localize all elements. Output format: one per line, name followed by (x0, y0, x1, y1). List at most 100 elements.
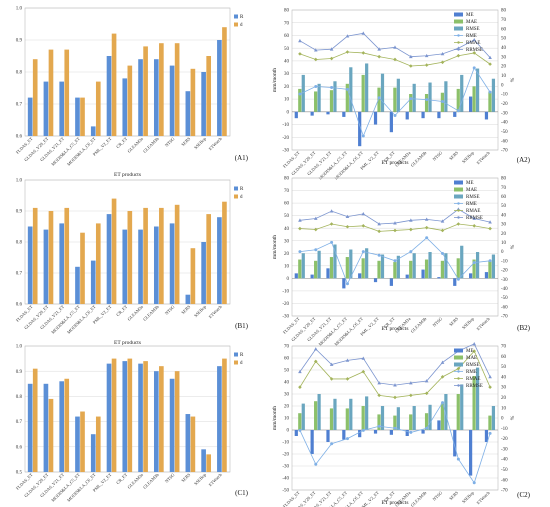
y-right-tick-label: -60 (501, 139, 508, 144)
y-left-tick-label: -10 (282, 123, 289, 128)
x-tick-label: ETWatch (208, 136, 224, 152)
bar-ME (358, 430, 362, 438)
y-right-tick-label: -10 (501, 259, 508, 264)
point-RME (409, 97, 413, 101)
point-RMAE (488, 62, 492, 66)
y-right-tick-label: 50 (501, 365, 507, 370)
y-left-tick-label: 30 (284, 393, 290, 398)
legend-swatch (234, 194, 238, 199)
point-RME (345, 437, 349, 441)
y-right-tick-label: -20 (501, 269, 508, 274)
x-tick-label: GLEAM3b (142, 136, 160, 154)
bar-R (153, 371, 159, 472)
y-right-tick-label: 70 (501, 18, 507, 23)
bar-MAE (440, 403, 445, 430)
bar-ME (389, 430, 393, 435)
y-right-tick-label: 0 (501, 417, 504, 422)
y-right-tick-label: 70 (501, 345, 507, 350)
bar-MAE (488, 415, 492, 430)
point-RRMSE (424, 217, 429, 221)
point-RMAE (440, 375, 445, 379)
point-RMAE (472, 349, 477, 353)
bar-ME (469, 96, 473, 112)
point-RME (314, 462, 318, 466)
y-right-tick-label: 10 (501, 241, 507, 246)
bar-MAE (377, 414, 381, 430)
bar-MAE (472, 376, 476, 430)
x-tick-label: GLEAM3a (126, 136, 144, 154)
y-right-tick-label: -60 (501, 305, 508, 310)
point-RRMSE (472, 37, 477, 42)
x-tick-label: MODIS&LA_C5_ET (50, 304, 81, 335)
legend-marker (457, 384, 460, 387)
bar-d (111, 198, 117, 304)
bar-MAE (314, 401, 318, 430)
bar-MAE (377, 87, 381, 112)
point-RME (377, 96, 381, 100)
y-right-tick-label: 50 (501, 204, 507, 209)
y-left-tick-label: 50 (284, 214, 290, 219)
legend-label: d (240, 195, 243, 200)
x-tick-label: SSEBop (461, 150, 476, 165)
y-tick-label: 0.6 (16, 303, 23, 308)
point-RRMSE (409, 381, 413, 385)
point-RMAE (424, 391, 429, 396)
y-tick-label: 0.9 (16, 39, 23, 44)
y-left-tick-label: -20 (282, 136, 289, 141)
bar-R (217, 366, 222, 472)
point-RRMSE (313, 216, 318, 220)
bar-ME (373, 278, 378, 283)
x-tick-label: GLEAM3b (410, 490, 428, 507)
legend-label: RME (466, 34, 477, 39)
legend-label: ME (466, 13, 474, 18)
bar-MAE (456, 394, 460, 430)
bar-RMSE (444, 394, 448, 430)
legend-marker (457, 41, 460, 44)
y-tick-label: 0.8 (16, 241, 23, 246)
bar-ME (437, 277, 441, 279)
x-tick-label: CR_ET (115, 304, 128, 317)
bar-R (43, 383, 49, 472)
point-RME (456, 277, 460, 281)
bar-d (159, 207, 164, 304)
y-left-tick-label: 0 (287, 277, 290, 282)
bar-R (75, 97, 80, 136)
bar-MAE (329, 408, 334, 430)
bar-ME (421, 430, 425, 434)
bar-ME (453, 111, 457, 117)
x-tick-label: NTSG (432, 490, 444, 502)
bar-d (206, 56, 211, 136)
y-left-tick-label: 40 (284, 60, 290, 65)
point-RMAE (313, 359, 318, 364)
bar-ME (326, 430, 330, 442)
y-right-tick-label: -60 (501, 478, 508, 483)
legend-swatch (454, 26, 463, 31)
y-tick-label: 1.0 (16, 7, 23, 12)
bar-RMSE (301, 74, 305, 112)
panel-C1: 0.50.60.70.80.91.0FLDAS_ETGLDAS_V20_ETGL… (15, 345, 249, 503)
bar-MAE (456, 88, 460, 112)
y-right-tick-label: 10 (501, 406, 507, 411)
point-RRMSE (409, 54, 413, 59)
y-right-tick-label: 40 (501, 213, 507, 218)
y-right-tick-label: -40 (501, 287, 508, 292)
y-tick-label: 0.9 (16, 370, 23, 375)
y-right-tick-label: 50 (501, 37, 507, 42)
bar-RMSE (460, 384, 464, 430)
point-RMAE (361, 369, 366, 374)
x-tick-label: MODIS&LA_C6_ET (66, 304, 97, 335)
panel-B2: -30 -20 -10 0 10 20 30 40 50 60 70 80 -70 -60 -50 -40 -3… (272, 177, 531, 347)
bar-ME (294, 430, 298, 436)
y-right-tick-label: -70 (501, 489, 508, 494)
point-RMAE (440, 228, 445, 233)
y-right-tick-label: 40 (501, 46, 507, 51)
bar-d (190, 68, 196, 136)
point-RME (441, 251, 445, 255)
y-left-tick-label: 60 (284, 34, 290, 39)
legend-swatch (454, 348, 463, 353)
bar-RMSE (460, 74, 464, 112)
y-left-tick-label: 70 (284, 345, 290, 350)
legend-marker (457, 202, 460, 205)
point-RRMSE (313, 48, 318, 52)
